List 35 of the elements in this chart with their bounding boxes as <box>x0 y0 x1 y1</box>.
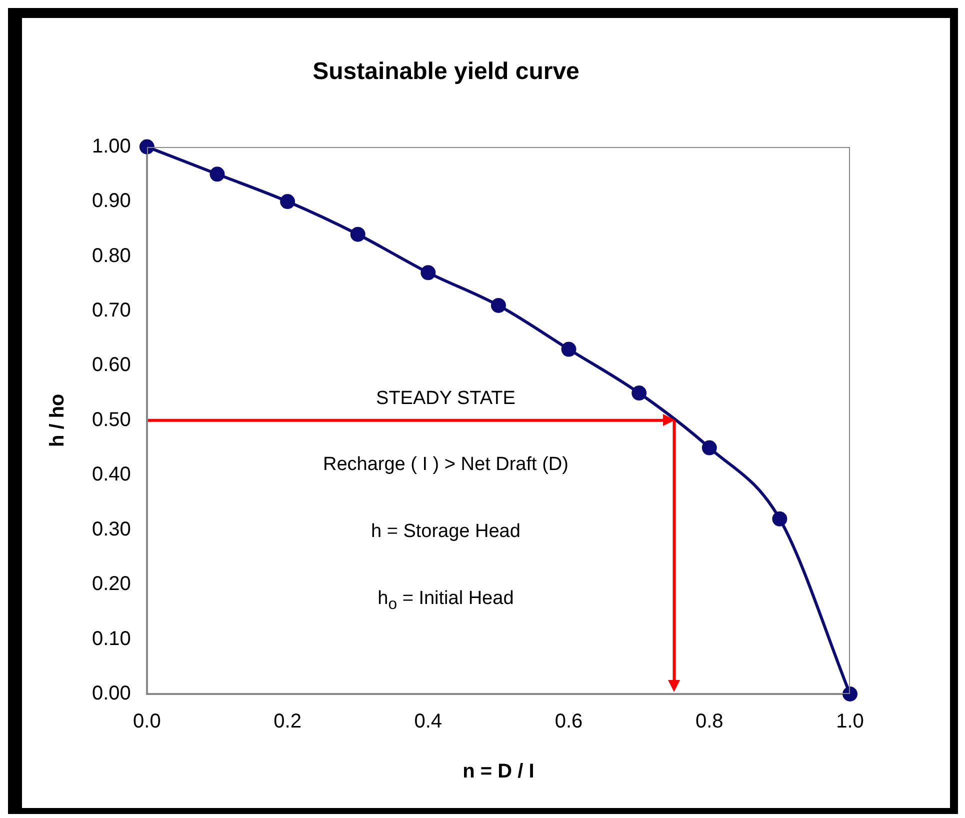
point <box>420 265 436 280</box>
x-tick-label: 0.0 <box>133 710 161 733</box>
x-tick-label: 1.0 <box>836 710 864 733</box>
point <box>632 386 647 401</box>
y-tick-label: 1.00 <box>92 135 131 158</box>
annotation: h$_{o}$ = Initial Head <box>376 588 515 614</box>
x-axis-title: n = D / I <box>462 760 534 783</box>
point <box>772 511 788 526</box>
annotation: h = Storage Head <box>370 521 522 544</box>
x-tick-label: 0.8 <box>695 710 724 733</box>
point <box>561 342 576 357</box>
point <box>210 166 225 182</box>
annotation: STEADY STATE <box>375 388 516 410</box>
point <box>490 298 506 313</box>
point <box>842 686 858 702</box>
point <box>702 440 717 456</box>
y-axis-title: h / ho <box>46 394 69 448</box>
y-tick-label: 0.80 <box>92 244 131 267</box>
point <box>139 139 154 154</box>
x-tick-label: 0.6 <box>554 710 583 733</box>
chart-title: Sustainable yield curve <box>312 58 580 86</box>
y-tick-label: 0.60 <box>92 354 131 376</box>
annotation: Recharge ( I ) > Net Draft (D) <box>322 454 570 476</box>
y-tick-label: 0.10 <box>92 628 131 650</box>
y-tick-label: 0.30 <box>92 518 131 540</box>
point <box>350 226 366 242</box>
y-tick-label: 0.50 <box>92 408 131 431</box>
y-tick-label: 0.70 <box>92 299 131 322</box>
y-tick-label: 0.40 <box>92 464 131 486</box>
point <box>280 194 296 210</box>
x-tick-label: 0.2 <box>274 710 302 733</box>
y-tick-label: 0.90 <box>92 190 131 212</box>
y-tick-label: 0.20 <box>92 573 131 596</box>
y-tick-label: 0.00 <box>92 682 131 705</box>
x-tick-label: 0.4 <box>414 710 442 733</box>
